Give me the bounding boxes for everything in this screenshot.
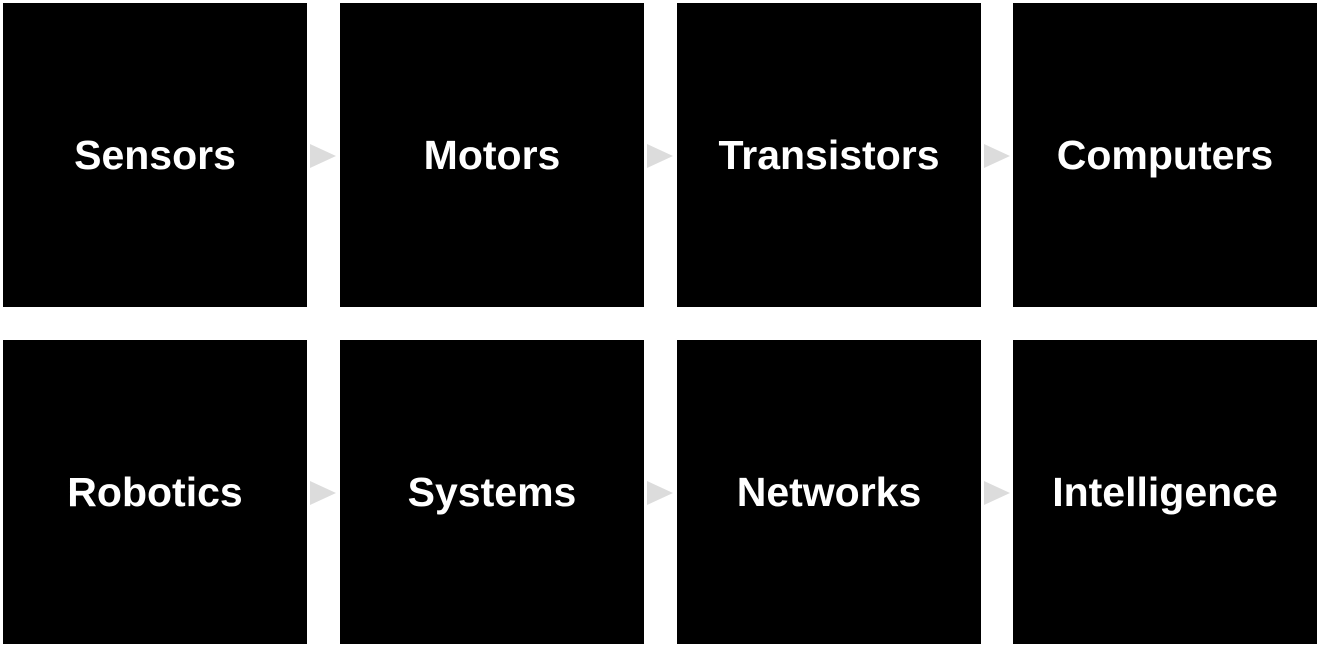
arrow-right-icon: [647, 144, 673, 168]
arrow-right-icon: [310, 481, 336, 505]
arrow-right-icon: [984, 144, 1010, 168]
step-label: Computers: [1056, 131, 1274, 178]
step-label: Networks: [736, 468, 922, 515]
step-box-networks: Networks: [677, 340, 981, 644]
step-label: Transistors: [718, 131, 940, 178]
step-box-systems: Systems: [340, 340, 644, 644]
step-label: Sensors: [74, 131, 236, 178]
arrow-right-icon: [310, 144, 336, 168]
step-box-intelligence: Intelligence: [1013, 340, 1317, 644]
step-label: Robotics: [67, 468, 243, 515]
arrow-right-icon: [984, 481, 1010, 505]
step-box-transistors: Transistors: [677, 3, 981, 307]
step-label: Intelligence: [1052, 468, 1278, 515]
step-box-motors: Motors: [340, 3, 644, 307]
step-box-computers: Computers: [1013, 3, 1317, 307]
arrow-right-icon: [647, 481, 673, 505]
step-box-robotics: Robotics: [3, 340, 307, 644]
step-label: Systems: [407, 468, 577, 515]
step-label: Motors: [423, 131, 561, 178]
step-box-sensors: Sensors: [3, 3, 307, 307]
